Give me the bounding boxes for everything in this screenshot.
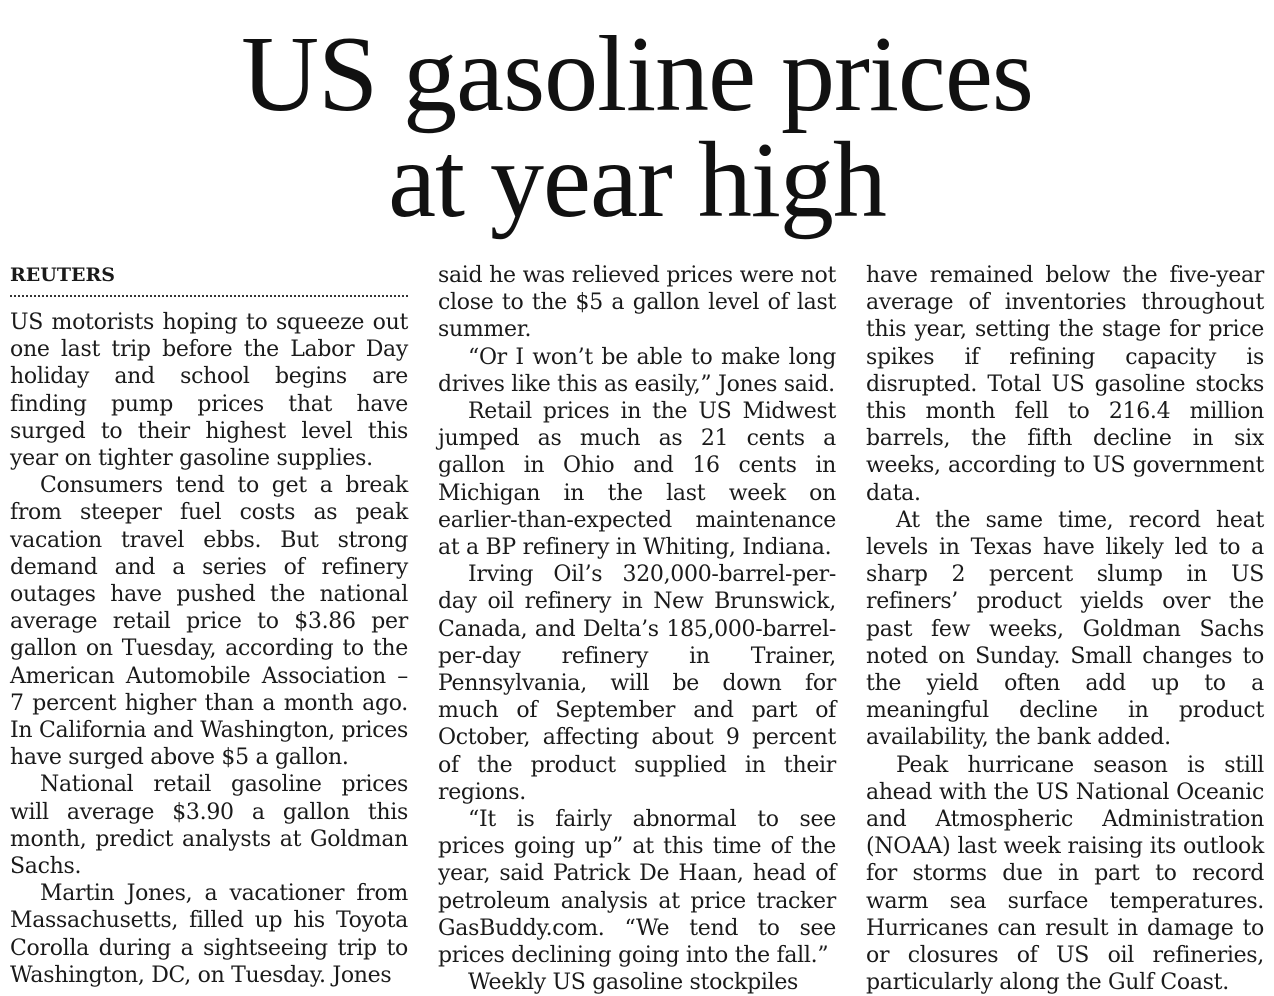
headline: US gasoline prices at year high — [0, 15, 1274, 240]
paragraph: “Or I won’t be able to make long drives … — [438, 344, 836, 397]
paragraph: Consumers tend to get a break from steep… — [10, 473, 408, 771]
paragraph: “It is fairly abnormal to see prices goi… — [438, 807, 836, 969]
paragraph: US motorists hoping to squeeze out one l… — [10, 310, 408, 472]
paragraph: National retail gasoline prices will ave… — [10, 772, 408, 880]
byline: REUTERS — [10, 264, 115, 286]
article-column-1: REUTERS US motorists hoping to squeeze o… — [10, 262, 408, 989]
headline-line-1: US gasoline prices — [241, 15, 1034, 134]
headline-line-2: at year high — [388, 121, 887, 240]
dotted-divider — [10, 295, 408, 297]
article-column-2: said he was relieved prices were not clo… — [438, 262, 836, 996]
paragraph: Martin Jones, a vacationer from Massachu… — [10, 881, 408, 988]
paragraph: Retail prices in the US Midwest jumped a… — [438, 399, 836, 561]
article-column-3: have remained below the five-year averag… — [866, 262, 1264, 996]
paragraph: At the same time, record heat levels in … — [866, 507, 1264, 751]
paragraph: have remained below the five-year averag… — [866, 263, 1264, 506]
paragraph: Peak hurricane season is still ahead wit… — [866, 752, 1264, 996]
paragraph: said he was relieved prices were not clo… — [438, 263, 836, 343]
paragraph: Irving Oil’s 320,000-barrel-per-day oil … — [438, 562, 836, 805]
